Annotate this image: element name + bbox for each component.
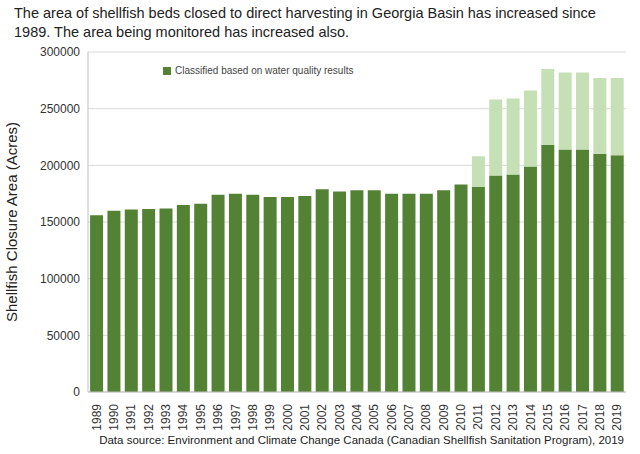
svg-text:0: 0 — [73, 385, 80, 399]
svg-text:250000: 250000 — [40, 102, 80, 116]
svg-text:100000: 100000 — [40, 272, 80, 286]
svg-text:1999: 1999 — [263, 404, 277, 431]
svg-text:1993: 1993 — [159, 404, 173, 431]
svg-text:1995: 1995 — [194, 404, 208, 431]
svg-text:2009: 2009 — [437, 404, 451, 431]
svg-text:1990: 1990 — [107, 404, 121, 431]
svg-text:2003: 2003 — [333, 404, 347, 431]
svg-text:2015: 2015 — [541, 404, 555, 431]
svg-text:2016: 2016 — [558, 404, 572, 431]
svg-text:1997: 1997 — [229, 404, 243, 431]
svg-text:2019: 2019 — [610, 404, 624, 431]
svg-text:2010: 2010 — [454, 404, 468, 431]
svg-text:200000: 200000 — [40, 159, 80, 173]
svg-text:2002: 2002 — [315, 404, 329, 431]
svg-text:1992: 1992 — [142, 404, 156, 431]
svg-text:2018: 2018 — [593, 404, 607, 431]
svg-text:2017: 2017 — [576, 404, 590, 431]
svg-text:2007: 2007 — [402, 404, 416, 431]
svg-text:2005: 2005 — [367, 404, 381, 431]
svg-text:2011: 2011 — [471, 404, 485, 430]
svg-text:2013: 2013 — [506, 404, 520, 431]
html-text:Data source: Environment and C: Data source: Environment and Climate Cha… — [99, 434, 624, 446]
svg-text:1991: 1991 — [124, 404, 138, 431]
svg-text:150000: 150000 — [40, 215, 80, 229]
svg-text:1989: 1989 — [90, 404, 104, 431]
svg-text:2008: 2008 — [419, 404, 433, 431]
svg-text:1994: 1994 — [176, 404, 190, 431]
svg-text:50000: 50000 — [47, 329, 81, 343]
svg-text:Shellfish Closure Area (Acres): Shellfish Closure Area (Acres) — [8, 122, 20, 322]
svg-text:2001: 2001 — [298, 404, 312, 431]
svg-text:2004: 2004 — [350, 404, 364, 431]
html-text:Classified based on water qual: Classified based on water quality result… — [175, 65, 354, 76]
svg-text:2006: 2006 — [385, 404, 399, 431]
svg-text:2014: 2014 — [524, 404, 538, 431]
svg-text:2012: 2012 — [489, 404, 503, 431]
svg-text:1998: 1998 — [246, 404, 260, 431]
html-text:The area of shellfish beds clo: The area of shellfish beds closed to dir… — [14, 5, 596, 40]
svg-text:300000: 300000 — [40, 45, 80, 59]
svg-text:1996: 1996 — [211, 404, 225, 431]
svg-text:2000: 2000 — [281, 404, 295, 431]
